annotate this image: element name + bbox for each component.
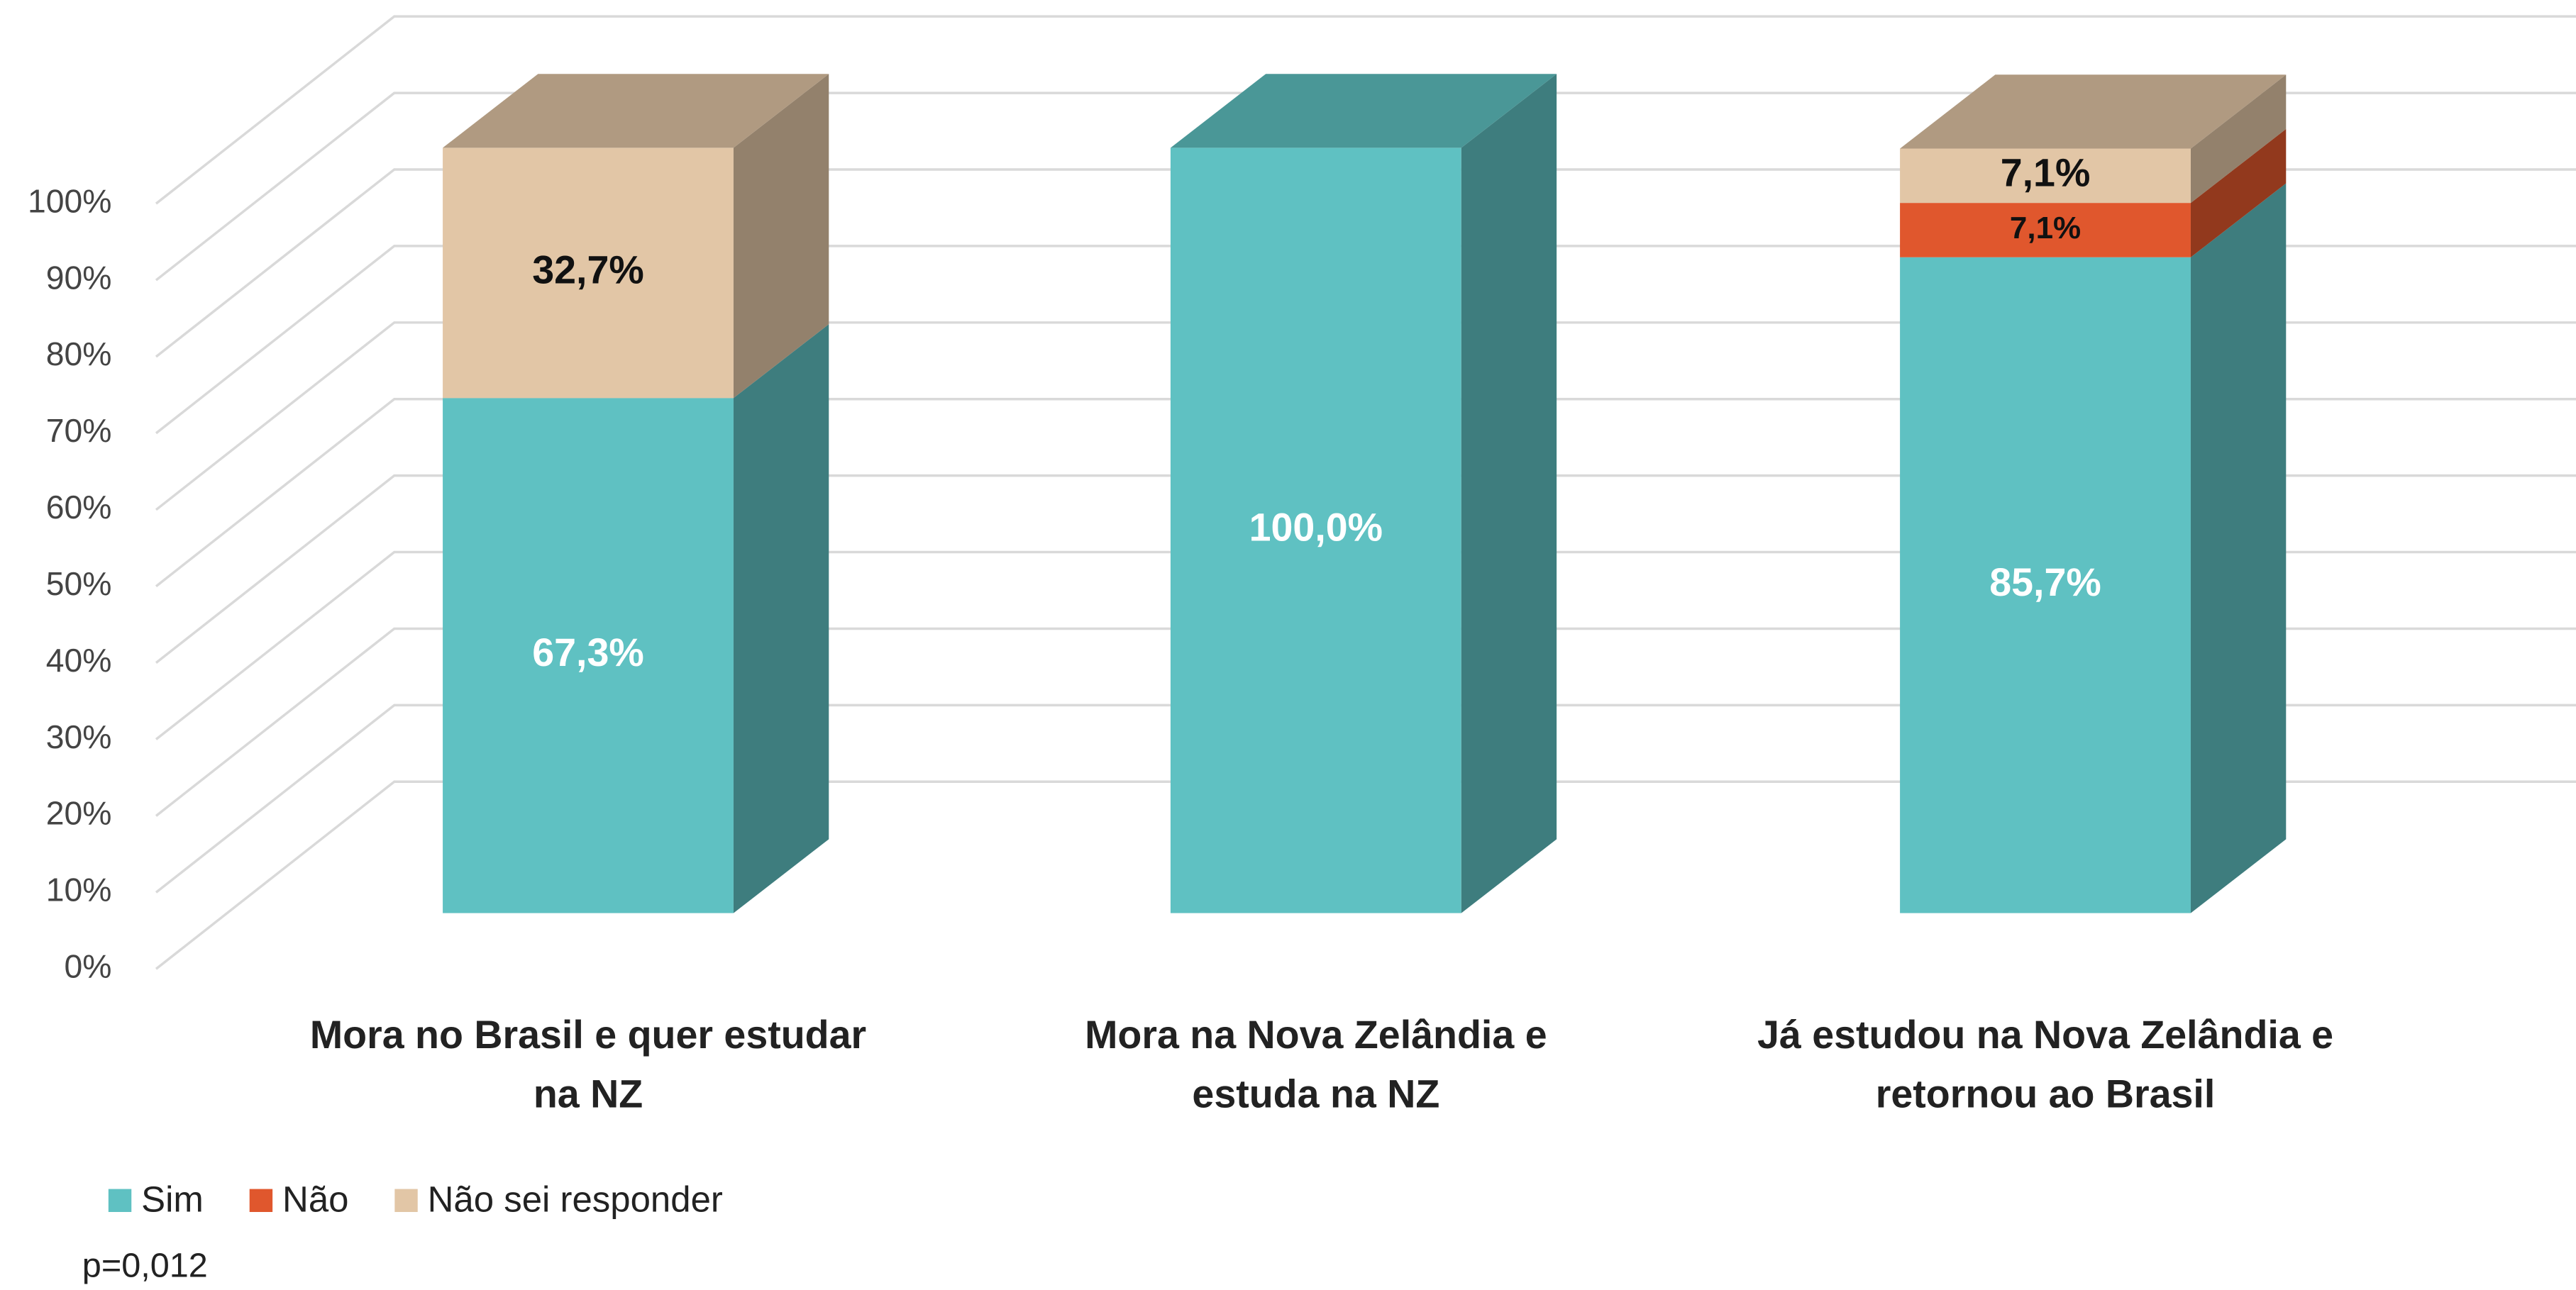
- grid-line: [155, 550, 2576, 740]
- grid-line: [155, 91, 2576, 282]
- y-tick-label: 60%: [46, 489, 112, 526]
- bar-side: [2190, 74, 2287, 204]
- bar-top: [1170, 74, 1557, 148]
- bar-front: [1900, 148, 2191, 204]
- grid-line: [155, 245, 2576, 435]
- grid-line: [155, 704, 2576, 894]
- data-label: 67,3%: [532, 630, 644, 674]
- grid-line: [155, 474, 2576, 664]
- data-label: 85,7%: [1989, 560, 2101, 604]
- x-tick-label: Já estudou na Nova Zelândia e: [1757, 1013, 2333, 1057]
- data-label: 7,1%: [2001, 150, 2091, 194]
- x-tick-label: Mora na Nova Zelândia e: [1085, 1013, 1547, 1057]
- y-tick-label: 40%: [46, 642, 112, 679]
- bar-side: [2190, 128, 2287, 257]
- bar-front: [443, 398, 734, 913]
- y-tick-label: 90%: [46, 259, 112, 296]
- x-tick-label: Mora no Brasil e quer estudar: [310, 1013, 866, 1057]
- data-label: 100,0%: [1249, 506, 1383, 550]
- bar-front: [1170, 148, 1461, 913]
- legend-label: Não sei responder: [428, 1179, 723, 1220]
- y-tick-label: 100%: [28, 182, 111, 219]
- grid-line: [155, 15, 2576, 205]
- data-label: 32,7%: [532, 248, 644, 292]
- y-tick-label: 0%: [65, 948, 112, 985]
- bar-front: [1900, 203, 2191, 257]
- y-tick-label: 10%: [46, 872, 112, 908]
- x-tick-label: na NZ: [534, 1072, 643, 1116]
- y-tick-label: 50%: [46, 565, 112, 602]
- grid-line: [155, 321, 2576, 511]
- bar-top: [1900, 74, 2287, 149]
- legend-swatch: [249, 1189, 273, 1212]
- y-tick-label: 70%: [46, 412, 112, 449]
- bar-side: [2190, 183, 2287, 913]
- bar-side: [1461, 74, 1557, 913]
- data-label: 7,1%: [2010, 211, 2081, 245]
- grid-line: [155, 627, 2576, 817]
- bar-side: [733, 74, 829, 399]
- legend-label: Sim: [141, 1179, 204, 1220]
- bar-front: [443, 148, 734, 399]
- y-tick-label: 80%: [46, 335, 112, 372]
- grid-line: [155, 397, 2576, 588]
- legend-label: Não: [282, 1179, 348, 1220]
- y-tick-label: 30%: [46, 718, 112, 755]
- legend-swatch: [108, 1189, 132, 1212]
- x-tick-label: estuda na NZ: [1192, 1072, 1439, 1116]
- annotation: p=0,012: [82, 1247, 208, 1285]
- legend-swatch: [394, 1189, 418, 1212]
- bar-top: [443, 74, 829, 148]
- bar-side: [733, 324, 829, 913]
- grid-line: [155, 780, 2576, 970]
- y-tick-label: 20%: [46, 795, 112, 832]
- x-tick-label: retornou ao Brasil: [1876, 1072, 2216, 1116]
- bar-front: [1900, 257, 2191, 913]
- grid-line: [155, 168, 2576, 358]
